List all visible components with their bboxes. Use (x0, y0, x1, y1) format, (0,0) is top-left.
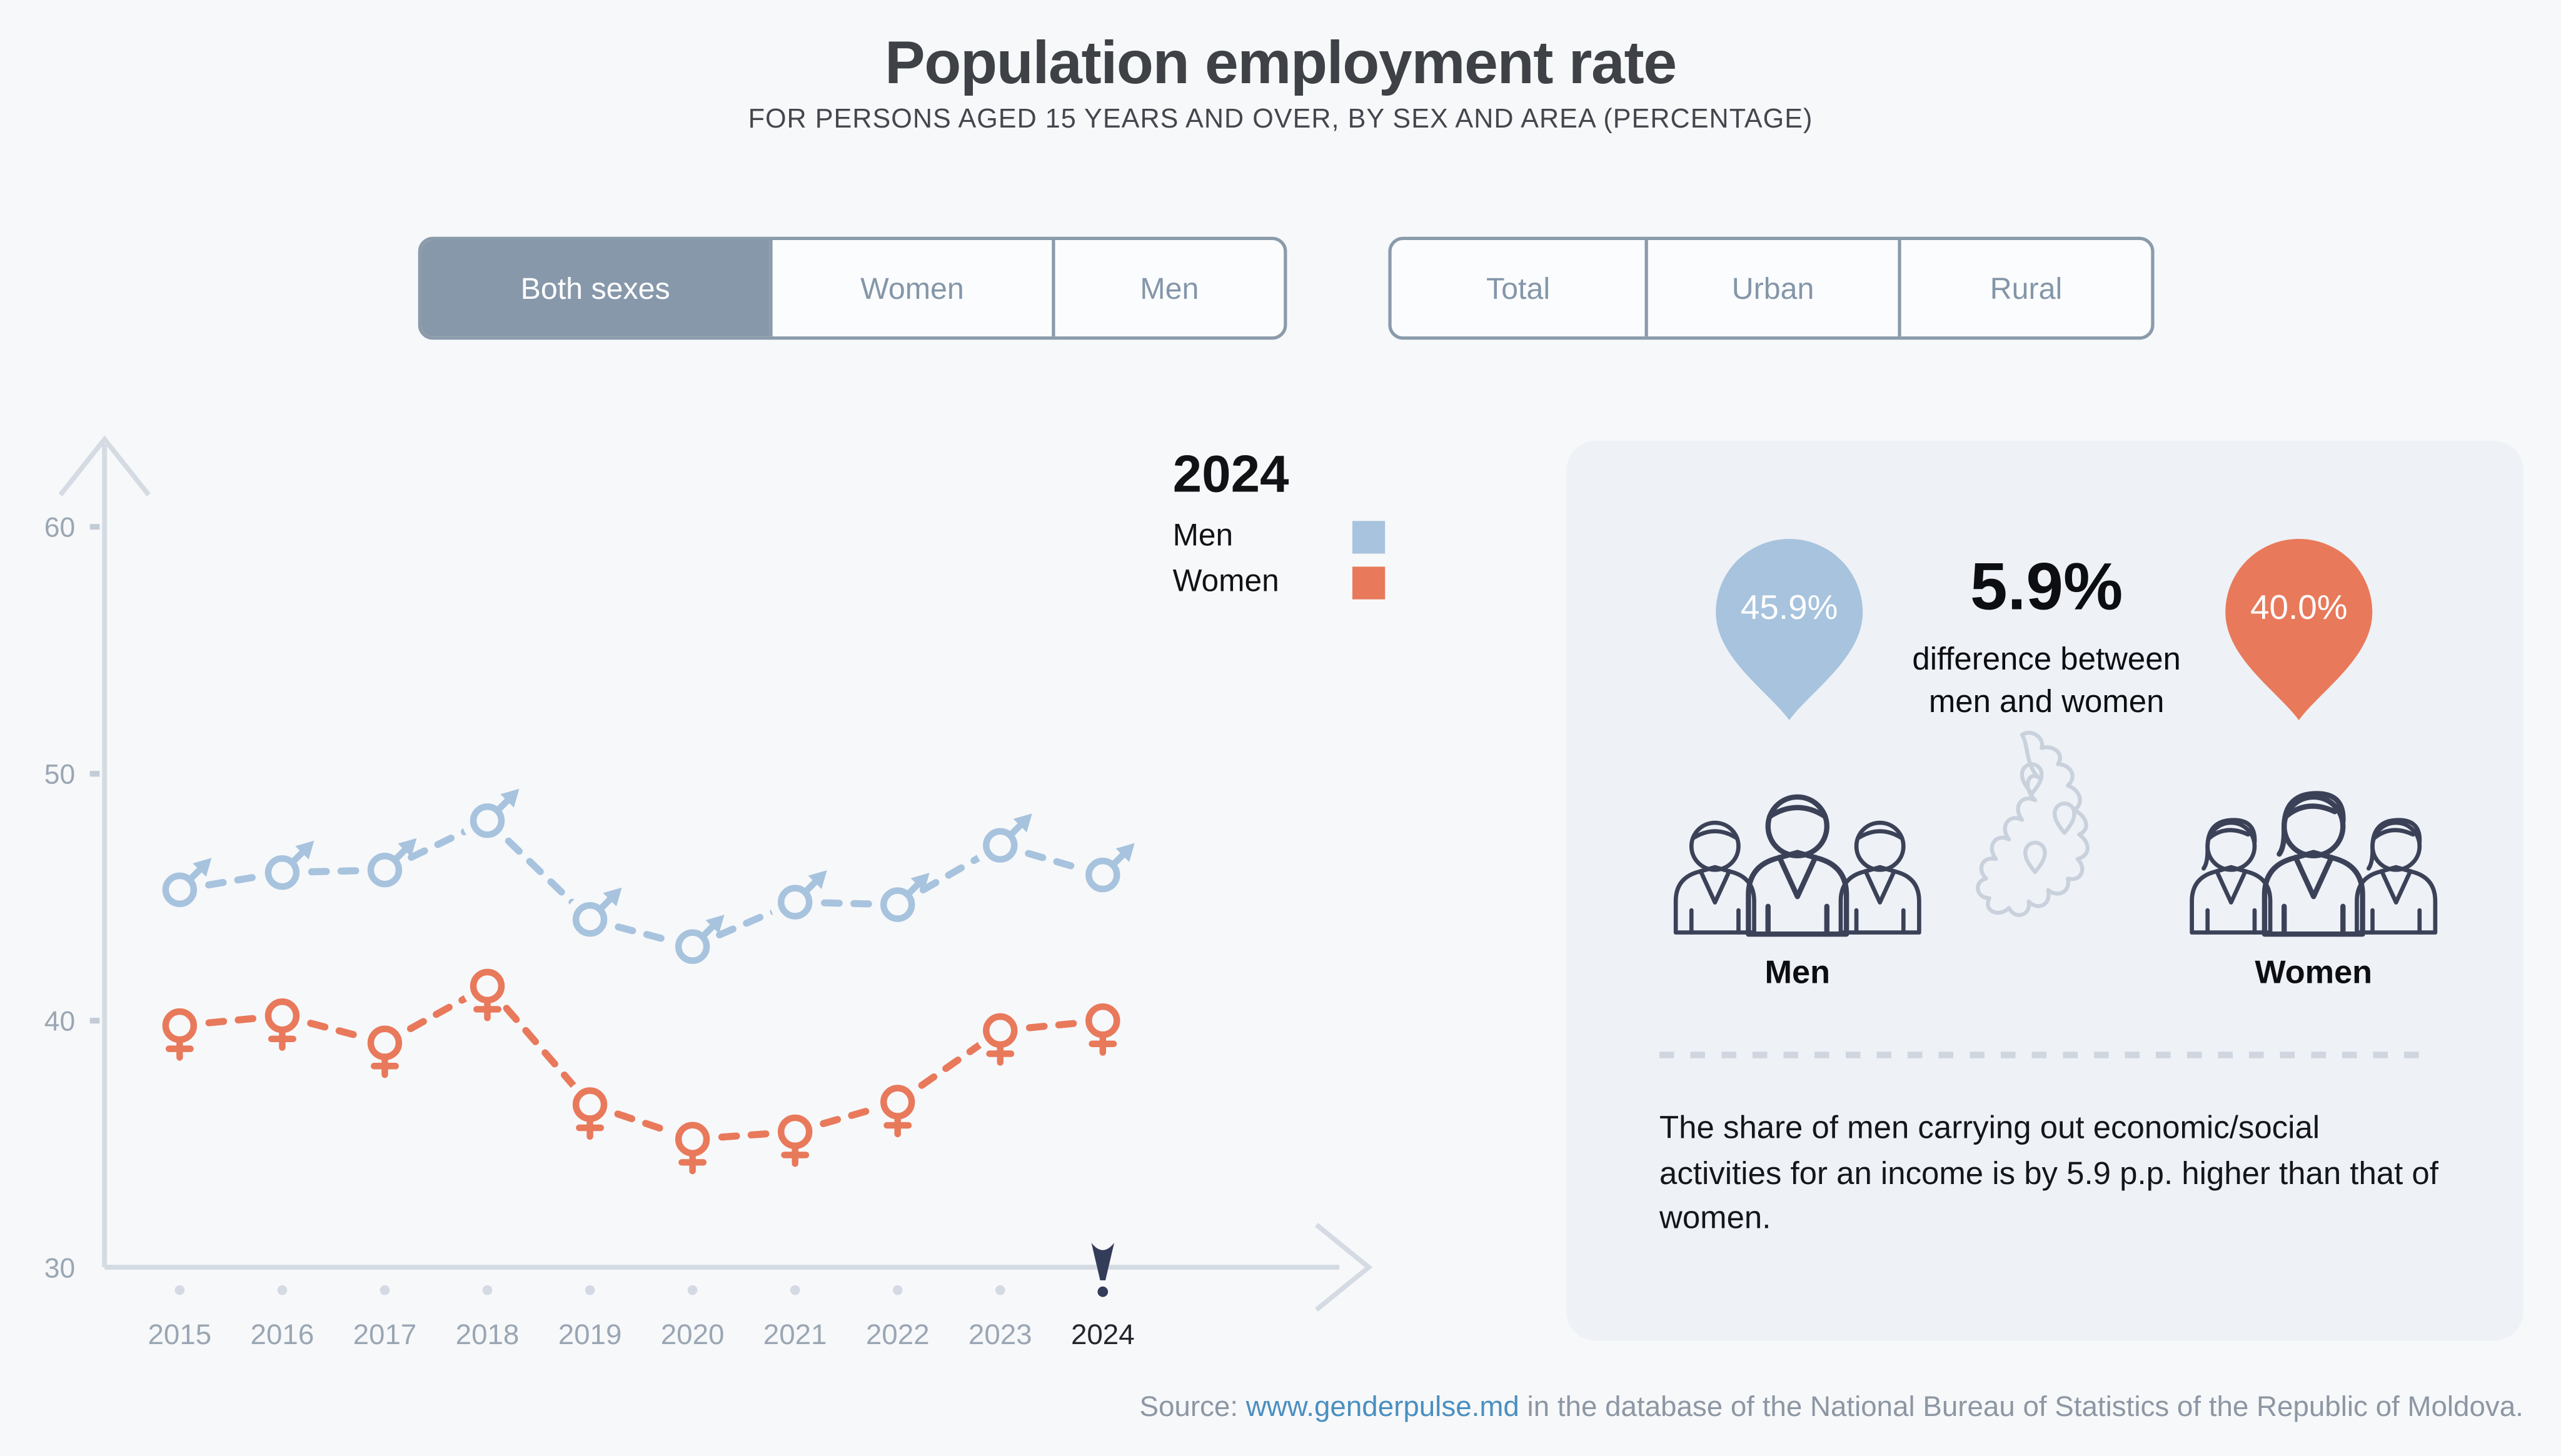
male-symbol (470, 788, 520, 838)
female-symbol (470, 968, 505, 1022)
sex-filter-men-button[interactable]: Men (1052, 240, 1284, 337)
legend-label-women: Women (1172, 565, 1279, 600)
women-value-pin: 40.0% (2221, 539, 2377, 721)
source-link[interactable]: www.genderpulse.md (1245, 1390, 1519, 1423)
male-symbol (1085, 843, 1135, 893)
svg-text:2020: 2020 (661, 1318, 725, 1350)
svg-text:50: 50 (44, 759, 75, 790)
svg-text:30: 30 (44, 1253, 75, 1283)
page-subtitle: FOR PERSONS AGED 15 YEARS AND OVER, BY S… (748, 104, 1813, 134)
male-symbol (264, 840, 314, 890)
legend-year: 2024 (1172, 444, 1289, 503)
legend-row-men: Men (1172, 519, 1386, 554)
sex-filter-women-button[interactable]: Women (769, 240, 1052, 337)
svg-text:2023: 2023 (969, 1318, 1032, 1350)
male-symbol (162, 858, 212, 907)
men-color-swatch (1352, 521, 1386, 554)
female-symbol (572, 1087, 608, 1140)
men-pin-shape (1716, 539, 1863, 721)
men-group-icon (1671, 768, 1924, 939)
area-filter-rural-button[interactable]: Rural (1898, 240, 2151, 337)
female-symbol (777, 1114, 813, 1167)
legend-label-men: Men (1172, 519, 1234, 554)
female-symbol (162, 1008, 198, 1061)
source-prefix: Source: (1139, 1390, 1246, 1423)
female-symbol (1085, 1003, 1120, 1056)
svg-text:2016: 2016 (251, 1318, 314, 1350)
svg-text:40: 40 (44, 1006, 75, 1037)
difference-caption: difference between men and women (1912, 641, 2181, 721)
svg-text:2018: 2018 (456, 1318, 520, 1350)
dashed-divider (1659, 1052, 2434, 1058)
male-symbol (675, 915, 725, 964)
women-group-icon (2187, 768, 2440, 939)
source-suffix: in the database of the National Bureau o… (1519, 1390, 2523, 1423)
sex-filter-group: Both sexes Women Men (418, 236, 1287, 340)
svg-text:2022: 2022 (866, 1318, 930, 1350)
men-value-pin: 45.9% (1712, 539, 1867, 721)
women-group-label: Women (2255, 955, 2373, 992)
men-employment-value: 45.9% (1740, 590, 1838, 628)
men-group-label: Men (1764, 955, 1831, 992)
page-title: Population employment rate (885, 29, 1677, 97)
area-filter-total-button[interactable]: Total (1486, 270, 1551, 305)
summary-note: The share of men carrying out economic/s… (1659, 1110, 2438, 1237)
women-pin-shape (2225, 539, 2373, 721)
male-symbol (983, 813, 1032, 863)
svg-text:2024: 2024 (1071, 1318, 1135, 1350)
source-line: Source: www.genderpulse.md in the databa… (1139, 1390, 2523, 1424)
female-symbol (675, 1122, 710, 1175)
svg-text:2015: 2015 (148, 1318, 212, 1350)
female-symbol (880, 1085, 915, 1138)
female-symbol (367, 1025, 403, 1078)
svg-text:2019: 2019 (558, 1318, 622, 1350)
male-symbol (367, 838, 417, 888)
female-symbol (983, 1013, 1018, 1066)
svg-text:2021: 2021 (763, 1318, 827, 1350)
male-symbol (880, 873, 930, 922)
area-filter-urban-button[interactable]: Urban (1644, 240, 1898, 337)
sex-filter-both-sexes-button[interactable]: Both sexes (421, 240, 770, 337)
difference-block: 5.9% difference between men and women (1851, 549, 2243, 724)
legend-row-women: Women (1172, 565, 1386, 600)
svg-text:60: 60 (44, 512, 75, 543)
chart-legend: 2024 Men Women (1173, 444, 1386, 600)
svg-text:2017: 2017 (353, 1318, 417, 1350)
male-symbol (777, 870, 827, 920)
moldova-map-icon (1976, 731, 2090, 917)
difference-value: 5.9% (1970, 548, 2123, 624)
women-employment-value: 40.0% (2250, 590, 2348, 628)
women-color-swatch (1352, 566, 1386, 600)
summary-panel: 45.9% 5.9% difference between men and wo… (1566, 441, 2523, 1341)
area-filter-group: Total Urban Rural (1388, 236, 2155, 340)
female-symbol (264, 998, 300, 1051)
male-symbol (572, 887, 622, 937)
